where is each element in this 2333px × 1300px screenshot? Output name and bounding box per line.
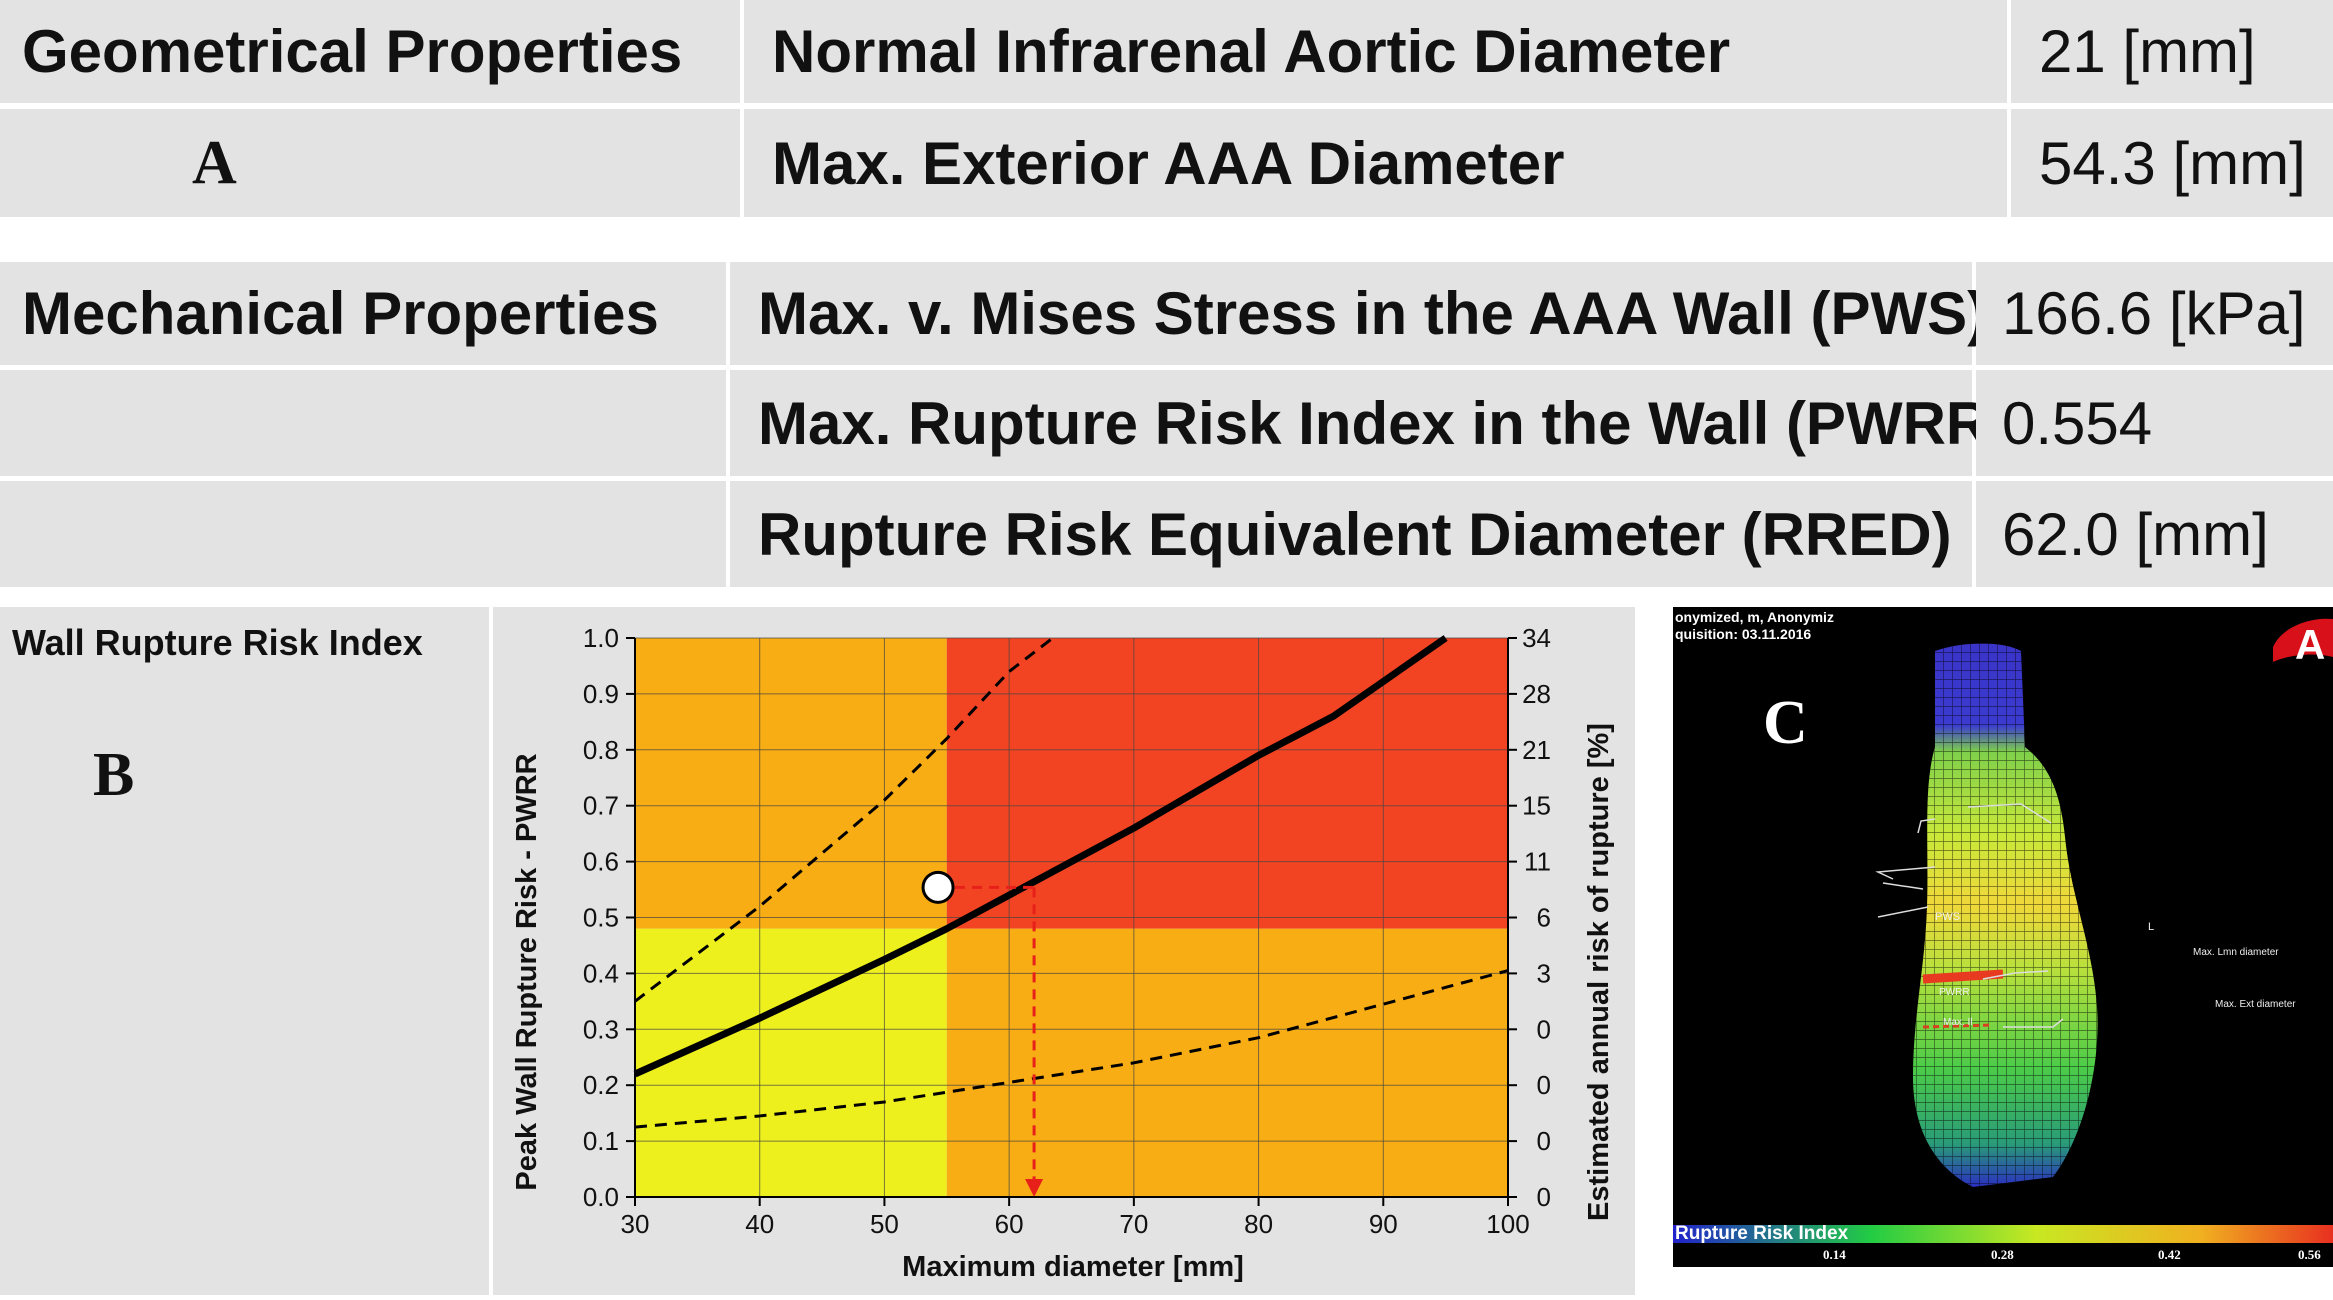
label-pws: PWS <box>1935 911 1960 923</box>
colorbar <box>1673 1225 2333 1243</box>
geo-row-1-value-cell: 21 [mm] <box>2011 0 2333 103</box>
y2-tick-label: 28 <box>1522 679 1551 709</box>
label-l: L <box>2148 921 2154 933</box>
mech-row-1-value: 166.6 [kPa] <box>2002 280 2306 347</box>
risk-curve-solid <box>633 635 1448 1078</box>
y2-tick-label: 15 <box>1522 791 1551 821</box>
aneurysm-3d-render: onymized, m, Anonymiz quisition: 03.11.2… <box>1673 607 2333 1267</box>
risk-curve-dashed-1 <box>634 636 1054 1003</box>
colorbar-tick-2: 0.28 <box>1991 1247 2014 1262</box>
colorbar-tick-3: 0.42 <box>2158 1247 2181 1262</box>
x-tick-label: 100 <box>1486 1209 1529 1239</box>
y-tick-label: 0.8 <box>583 735 619 765</box>
y2-tick-label: 0 <box>1537 1182 1551 1212</box>
y-tick-label: 0.5 <box>583 903 619 933</box>
label-pwrr: PWRR <box>1939 987 1970 998</box>
geo-row-1-label: Normal Infrarenal Aortic Diameter <box>772 18 1731 85</box>
x-tick-label: 40 <box>745 1209 774 1239</box>
mech-row-1-label-cell: Max. v. Mises Stress in the AAA Wall (PW… <box>730 262 1987 365</box>
x-tick-label: 50 <box>870 1209 899 1239</box>
colorbar-tick-4: 0.56 <box>2298 1247 2321 1262</box>
colorbar-title: Rupture Risk Index <box>1675 1223 1849 1244</box>
label-max-il: Max. Il <box>1943 1017 1972 1028</box>
geo-row-1-label-cell: Normal Infrarenal Aortic Diameter <box>744 0 2007 103</box>
y-tick-label: 0.2 <box>583 1070 619 1100</box>
panel-b-label-area <box>0 607 489 1295</box>
y-tick-label: 0.6 <box>583 847 619 877</box>
y2-tick-label: 34 <box>1522 623 1551 653</box>
mechanical-header-cell: Mechanical Properties <box>0 262 726 365</box>
mech-row-2-value-cell: 0.554 <box>1976 370 2333 476</box>
zone-orange-lower <box>946 928 1508 1197</box>
x-tick-label: 60 <box>995 1209 1024 1239</box>
mech-row-2-empty-cell <box>0 370 726 476</box>
y-tick-label: 0.4 <box>583 958 619 988</box>
y-tick-label: 0.7 <box>583 791 619 821</box>
panel-b-title: Wall Rupture Risk Index <box>12 622 423 663</box>
y2-tick-label: 0 <box>1537 1070 1551 1100</box>
panel-letter-c: C <box>1763 689 1808 757</box>
panel-letter-a: A <box>192 129 237 197</box>
zone-orange-upper <box>635 638 947 929</box>
colorbar-tick-1: 0.14 <box>1823 1247 1846 1262</box>
mech-row-1-label: Max. v. Mises Stress in the AAA Wall (PW… <box>758 280 1988 347</box>
y-tick-label: 0.1 <box>583 1126 619 1156</box>
geo-row-2-value-cell: 54.3 [mm] <box>2011 109 2333 217</box>
y2-axis-label: Estimated annual risk of rupture [%] <box>1583 723 1615 1221</box>
x-tick-label: 80 <box>1244 1209 1273 1239</box>
y2-tick-label: 0 <box>1537 1014 1551 1044</box>
mech-row-3-value-cell: 62.0 [mm] <box>1976 481 2333 587</box>
rred-arrow-icon <box>1025 1179 1044 1197</box>
panel-letter-b: B <box>93 741 135 809</box>
y2-tick-label: 6 <box>1537 903 1551 933</box>
geometrical-header-cell: Geometrical Properties <box>0 0 740 103</box>
zone-yellow <box>635 928 947 1197</box>
mech-row-2-label-cell: Max. Rupture Risk Index in the Wall (PWR… <box>730 370 2009 476</box>
mech-row-3-label-cell: Rupture Risk Equivalent Diameter (RRED) <box>730 481 1972 587</box>
x-tick-label: 30 <box>621 1209 650 1239</box>
label-max-lmn: Max. Lmn diameter <box>2193 947 2279 958</box>
y-tick-label: 0.9 <box>583 679 619 709</box>
x-axis-label: Maximum diameter [mm] <box>902 1251 1244 1283</box>
acquisition-date-line: quisition: 03.11.2016 <box>1675 626 1811 642</box>
risk-curve-dashed-2 <box>634 969 1509 1129</box>
y2-tick-label: 3 <box>1537 958 1551 988</box>
y-tick-label: 0.0 <box>583 1182 619 1212</box>
y2-tick-label: 11 <box>1524 847 1551 877</box>
label-max-ext: Max. Ext diameter <box>2215 999 2296 1010</box>
y-tick-label: 0.3 <box>583 1014 619 1044</box>
mech-row-3-label: Rupture Risk Equivalent Diameter (RRED) <box>758 500 1952 568</box>
patient-marker <box>921 870 955 904</box>
geo-row-2-label: Max. Exterior AAA Diameter <box>772 129 1565 197</box>
patient-info-line: onymized, m, Anonymiz <box>1675 609 1834 625</box>
y2-tick-label: 0 <box>1537 1126 1551 1156</box>
aneurysm-render-svg: onymized, m, Anonymiz quisition: 03.11.2… <box>1673 609 2333 1262</box>
logo-text: A <box>2295 621 2325 668</box>
mech-row-2-label: Max. Rupture Risk Index in the Wall (PWR… <box>758 389 2010 457</box>
geometrical-empty-cell <box>0 109 740 217</box>
logo-icon: A <box>2273 618 2333 668</box>
geo-row-1-value: 21 [mm] <box>2039 18 2256 85</box>
geo-row-2-label-cell: Max. Exterior AAA Diameter <box>744 109 2007 217</box>
x-tick-label: 70 <box>1119 1209 1148 1239</box>
x-tick-label: 90 <box>1369 1209 1398 1239</box>
y-axis-label: Peak Wall Rupture Risk - PWRR <box>511 753 543 1190</box>
y-tick-label: 1.0 <box>583 623 619 653</box>
rupture-risk-chart: 30 40 50 60 70 80 90 1000.00.10.20.30.40.50.60.… <box>511 623 1615 1283</box>
mech-row-1-value-cell: 166.6 [kPa] <box>1976 262 2333 365</box>
rupture-risk-chart-panel: 30 40 50 60 70 80 90 100 0.0 0.1 0.2 0.3 0.4 0.5 0.6 0.… <box>493 607 1635 1295</box>
geo-row-2-value: 54.3 [mm] <box>2039 129 2306 197</box>
mech-row-2-value: 0.554 <box>2002 389 2153 457</box>
mech-row-3-empty-cell <box>0 481 726 587</box>
mechanical-header: Mechanical Properties <box>22 280 659 347</box>
mech-row-3-value: 62.0 [mm] <box>2002 500 2269 568</box>
geometrical-header: Geometrical Properties <box>22 18 683 85</box>
y2-tick-label: 21 <box>1522 735 1551 765</box>
